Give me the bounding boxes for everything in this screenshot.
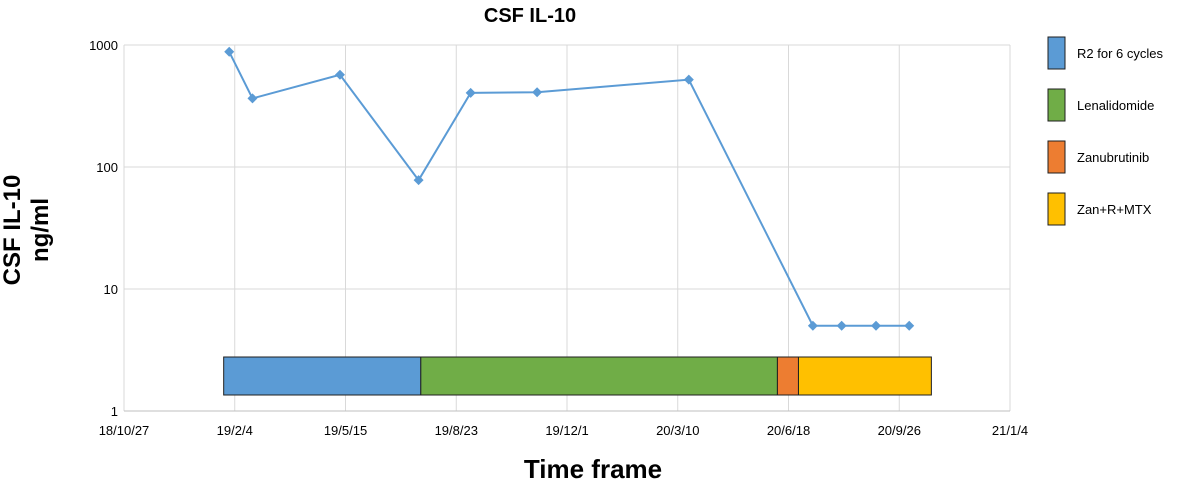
y-axis-label-line1: CSF IL-10 <box>0 175 26 286</box>
series-line <box>228 51 910 327</box>
chart-title: CSF IL-10 <box>484 5 576 27</box>
x-tick-label: 19/8/23 <box>435 423 478 438</box>
treatment-bar <box>420 356 778 396</box>
x-tick-label: 21/1/4 <box>992 423 1028 438</box>
legend-label: R2 for 6 cycles <box>1077 46 1163 61</box>
treatment-bars <box>223 356 932 396</box>
treatment-bar <box>776 356 799 396</box>
data-series <box>224 46 915 331</box>
legend-label: Zan+R+MTX <box>1077 202 1152 217</box>
data-point <box>904 320 915 331</box>
data-point <box>532 87 543 98</box>
data-point <box>334 69 345 80</box>
data-point <box>683 74 694 85</box>
x-axis-label: Time frame <box>524 454 662 480</box>
x-tick-label: 19/5/15 <box>324 423 367 438</box>
legend: R2 for 6 cycles Lenalidomide Zanubrutinib Z… <box>1047 36 1163 226</box>
legend-swatch <box>1047 36 1066 70</box>
y-tick-label: 100 <box>96 160 118 175</box>
legend-swatch <box>1047 88 1066 122</box>
treatment-bar <box>797 356 932 396</box>
data-point <box>836 320 847 331</box>
y-tick-label: 1000 <box>89 38 118 53</box>
data-point <box>465 87 476 98</box>
y-axis-label-line2: ng/ml <box>27 198 54 262</box>
treatment-bar <box>223 356 422 396</box>
data-point <box>413 175 424 186</box>
data-point <box>870 320 881 331</box>
x-tick-label: 20/6/18 <box>767 423 810 438</box>
grid <box>123 44 1011 412</box>
x-tick-label: 19/2/4 <box>217 423 253 438</box>
legend-label: Lenalidomide <box>1077 98 1154 113</box>
data-point <box>807 320 818 331</box>
y-tick-label: 10 <box>104 282 118 297</box>
y-tick-label: 1 <box>111 404 118 419</box>
tick-labels: 18/10/27 19/2/4 19/5/15 19/8/23 19/12/1 20/3/… <box>89 38 1028 438</box>
x-tick-label: 20/3/10 <box>656 423 699 438</box>
legend-swatch <box>1047 140 1066 174</box>
legend-swatch <box>1047 192 1066 226</box>
data-point <box>247 93 258 104</box>
x-tick-label: 18/10/27 <box>99 423 150 438</box>
x-tick-label: 19/12/1 <box>545 423 588 438</box>
data-point <box>224 46 235 57</box>
legend-label: Zanubrutinib <box>1077 150 1149 165</box>
x-tick-label: 20/9/26 <box>878 423 921 438</box>
